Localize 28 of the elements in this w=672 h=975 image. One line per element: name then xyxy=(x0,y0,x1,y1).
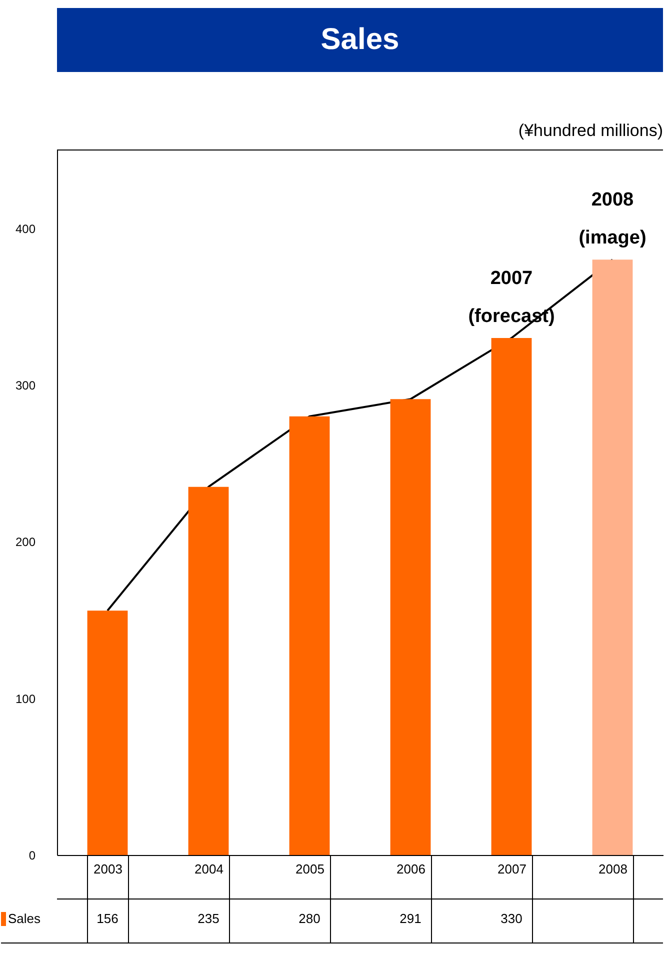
bar xyxy=(289,416,330,855)
x-tick-label: 2004 xyxy=(194,862,224,876)
bar xyxy=(188,486,229,855)
x-tick-label: 2008 xyxy=(598,862,628,876)
x-tick-label: 2003 xyxy=(94,862,122,876)
y-tick-label: 400 xyxy=(15,222,36,236)
x-tick-label: 2006 xyxy=(396,862,426,876)
y-tick-label: 200 xyxy=(15,535,36,550)
y-tick-label: 0 xyxy=(28,848,36,862)
x-tick-label: 2007 xyxy=(498,862,526,876)
bar xyxy=(390,399,431,855)
bar xyxy=(87,610,128,855)
data-label: 280 xyxy=(298,911,320,926)
data-label: 235 xyxy=(198,911,220,926)
text: (¥hundred millions) xyxy=(518,121,663,140)
annotation: 2007 xyxy=(490,268,533,289)
chart-title: Sales xyxy=(320,23,400,56)
bar xyxy=(592,260,633,855)
data-label: 330 xyxy=(500,911,522,926)
bar xyxy=(491,338,532,855)
y-tick-label: 100 xyxy=(15,692,36,706)
annotation: (image) xyxy=(578,228,646,249)
annotation: 2008 xyxy=(591,190,634,211)
x-tick-label: 2005 xyxy=(296,862,324,876)
data-label: 156 xyxy=(96,911,118,926)
legend-label: Sales xyxy=(8,911,42,926)
y-tick-label: 300 xyxy=(15,378,36,392)
data-label: 291 xyxy=(400,911,422,926)
